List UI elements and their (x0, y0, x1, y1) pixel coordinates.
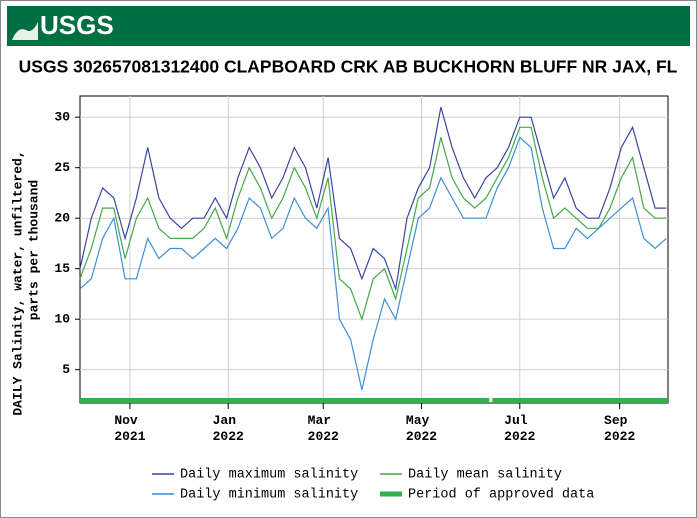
legend-label: Period of approved data (408, 488, 594, 503)
y-tick-label: 20 (54, 211, 70, 226)
legend-label: Daily mean salinity (408, 468, 562, 483)
approved-period (80, 398, 490, 403)
logo-wave (12, 22, 38, 40)
x-tick-label-line: Sep (604, 413, 635, 428)
legend-label: Daily minimum salinity (180, 488, 358, 503)
y-tick-label: 15 (54, 261, 70, 276)
x-tick-label: Nov 2021 (114, 413, 145, 444)
x-tick-label-line: 2021 (114, 429, 145, 444)
x-tick-label-line: 2022 (406, 429, 437, 444)
line-series (79, 136, 667, 391)
header-bar (7, 6, 690, 46)
x-tick-label-line: 2022 (604, 429, 635, 444)
approved-period (492, 398, 668, 403)
line-series (79, 106, 667, 292)
y-tick-label: 30 (54, 110, 70, 125)
y-tick-label: 10 (54, 312, 70, 327)
y-axis-label: parts per thousand (26, 180, 41, 320)
x-tick-label-line: 2022 (213, 429, 244, 444)
chart-title: USGS 302657081312400 CLAPBOARD CRK AB BU… (19, 57, 678, 77)
line-series (79, 126, 667, 322)
x-tick-label-line: Mar (308, 413, 339, 428)
x-tick-label-line: Jan (213, 413, 244, 428)
x-tick-label-line: May (406, 413, 437, 428)
y-tick-label: 25 (54, 160, 70, 175)
x-tick-label: May 2022 (406, 413, 437, 444)
y-axis-label: DAILY Salinity, water, unfiltered, (10, 150, 25, 415)
x-tick-label-line: 2022 (308, 429, 339, 444)
x-tick-label-line: 2022 (504, 429, 535, 444)
x-tick-label: Jul 2022 (504, 413, 535, 444)
legend-label: Daily maximum salinity (180, 468, 358, 483)
x-tick-label-line: Jul (504, 413, 535, 428)
x-tick-label-line: Nov (114, 413, 145, 428)
y-tick-label: 5 (62, 362, 70, 377)
x-tick-label: Jan 2022 (213, 413, 244, 444)
x-tick-label: Sep 2022 (604, 413, 635, 444)
logo: USGS (40, 10, 114, 40)
x-tick-label: Mar 2022 (308, 413, 339, 444)
